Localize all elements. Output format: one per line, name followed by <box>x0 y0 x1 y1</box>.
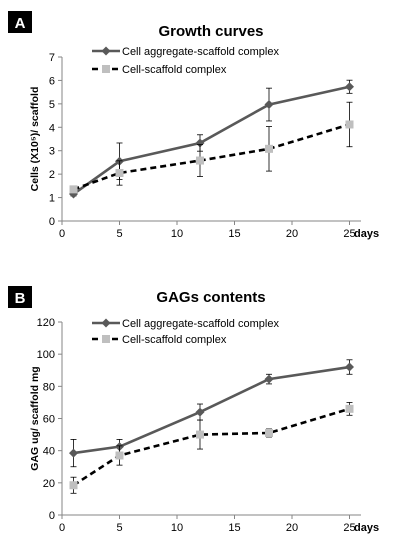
chart-b-series-aggregate-point <box>264 374 274 384</box>
chart-b-series-aggregate-line <box>73 365 350 455</box>
chart-a-y-tick-label: 6 <box>49 75 55 87</box>
chart-b-x-axis-label: days <box>354 522 379 534</box>
chart-b-series-cell-point <box>196 430 204 439</box>
chart-a-x-tick-label: 5 <box>116 228 122 240</box>
chart-a-y-tick-label: 4 <box>49 122 55 134</box>
chart-a-y-axis-label: Cells (X10⁵)/ scaffold <box>29 87 41 192</box>
chart-b-x-tick-label: 5 <box>116 522 122 534</box>
chart-a-series-cell-legend-marker <box>102 65 110 73</box>
chart-a-y-tick-label: 3 <box>49 146 55 158</box>
chart-a-series-cell-point <box>115 168 124 177</box>
chart-a-series-cell-point <box>345 120 354 129</box>
chart-a-x-tick-label: 20 <box>286 228 298 240</box>
chart-a-series-cell-line <box>73 123 350 191</box>
chart-b-series-cell-legend-label: Cell-scaffold complex <box>122 334 227 346</box>
chart-a-y-tick-label: 0 <box>49 216 55 228</box>
chart-a-series-aggregate-legend-label: Cell aggregate-scaffold complex <box>122 46 279 58</box>
chart-a-y-tick-label: 2 <box>49 169 55 181</box>
chart-a-series-cell-point <box>196 156 204 165</box>
chart-a-x-tick-label: 15 <box>228 228 240 240</box>
chart-a-panel-label-box <box>8 11 32 33</box>
chart-a-title: Growth curves <box>158 23 263 40</box>
chart-a-y-tick-label: 7 <box>49 52 55 64</box>
gags-contents-panel: B GAGs contents 0 20 40 60 80 100 120 0 5 10 15 20 25 d… <box>0 276 402 550</box>
growth-curves-panel: A Growth curves 0 1 2 3 4 5 6 7 0 5 10 15 20 25 days Cell… <box>8 11 379 240</box>
chart-a-series-cell-point <box>265 144 273 153</box>
chart-b-series-aggregate-point <box>195 407 205 417</box>
chart-b-series-aggregate-legend-label: Cell aggregate-scaffold complex <box>122 318 279 330</box>
chart-b-x-tick-label: 0 <box>59 522 65 534</box>
chart-b-series-cell-point <box>265 428 273 437</box>
chart-a-y-tick-label: 5 <box>49 99 55 111</box>
chart-b-y-tick-label: 40 <box>43 446 55 458</box>
chart-a-panel-label: A <box>15 15 26 32</box>
chart-b-y-tick-label: 100 <box>37 349 55 361</box>
chart-a-series-aggregate-point <box>264 100 274 110</box>
chart-b-panel-label: B <box>15 290 26 307</box>
chart-b-x-tick-label: 10 <box>171 522 183 534</box>
chart-b-y-axis-label: GAG ug/ scaffold mg <box>29 366 41 470</box>
chart-a-series-aggregate-point <box>195 138 205 148</box>
chart-b-series-cell-line <box>72 407 350 487</box>
chart-b-y-tick-label: 80 <box>43 381 55 393</box>
chart-b-x-tick-label: 25 <box>343 522 355 534</box>
chart-b-series-cell-point <box>69 481 78 490</box>
chart-b-series-cell-point <box>345 404 354 413</box>
chart-a-series-cell-point <box>69 185 78 194</box>
chart-a-series-cell-legend-label: Cell-scaffold complex <box>122 64 227 76</box>
chart-a-x-tick-label: 0 <box>59 228 65 240</box>
chart-b-y-tick-label: 20 <box>43 478 55 490</box>
gags-contents-chart: B GAGs contents 0 20 40 60 80 100 120 0 5 10 15 20 25d… <box>8 286 379 534</box>
chart-a-series-aggregate-line <box>72 85 350 196</box>
chart-b-series-aggregate-legend-marker <box>101 318 111 328</box>
chart-b-x-tick-label: 20 <box>286 522 298 534</box>
chart-b-series-aggregate-point <box>345 362 354 372</box>
chart-a-series-aggregate-point <box>345 82 354 92</box>
chart-b-title: GAGs contents <box>156 289 265 306</box>
chart-a-x-tick-label: 25 <box>343 228 355 240</box>
chart-b-series-cell-legend-marker <box>102 335 110 343</box>
chart-a-y-tick-label: 1 <box>49 193 55 205</box>
chart-a-x-tick-label: 10 <box>171 228 183 240</box>
chart-b-y-tick-label: 0 <box>49 510 55 522</box>
chart-b-x-tick-label: 15 <box>228 522 240 534</box>
chart-b-panel-label-box <box>8 286 32 308</box>
chart-b-series-aggregate-point <box>69 448 78 458</box>
chart-a-series-aggregate-legend-marker <box>101 46 111 56</box>
chart-b-y-tick-label: 60 <box>43 414 55 426</box>
chart-b-series-cell-point <box>115 451 124 460</box>
chart-a-x-axis-label: days <box>354 228 379 240</box>
chart-b-y-tick-label: 120 <box>37 317 55 329</box>
